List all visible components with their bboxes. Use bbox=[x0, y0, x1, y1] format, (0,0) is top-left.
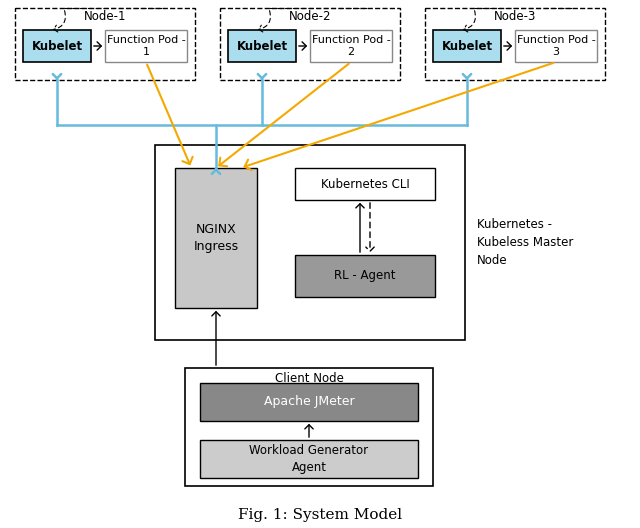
Bar bbox=[310, 30, 392, 62]
Bar bbox=[425, 8, 605, 80]
Bar bbox=[23, 30, 91, 62]
Text: Workload Generator
Agent: Workload Generator Agent bbox=[250, 445, 369, 474]
Text: NGINX
Ingress: NGINX Ingress bbox=[193, 223, 239, 253]
Bar bbox=[220, 8, 400, 80]
Text: Kubernetes CLI: Kubernetes CLI bbox=[321, 177, 410, 191]
Text: Function Pod -
2: Function Pod - 2 bbox=[312, 35, 390, 57]
Bar bbox=[515, 30, 597, 62]
Bar bbox=[433, 30, 501, 62]
Text: Kubelet: Kubelet bbox=[236, 40, 287, 52]
Bar bbox=[155, 145, 465, 340]
Bar bbox=[200, 440, 418, 478]
Text: Kubernetes -
Kubeless Master
Node: Kubernetes - Kubeless Master Node bbox=[477, 218, 573, 267]
Bar bbox=[175, 168, 257, 308]
Text: Apache JMeter: Apache JMeter bbox=[264, 395, 355, 409]
Bar bbox=[105, 30, 187, 62]
Text: Node-3: Node-3 bbox=[494, 11, 536, 24]
Bar bbox=[295, 168, 435, 200]
Bar bbox=[295, 255, 435, 297]
Text: Kubelet: Kubelet bbox=[442, 40, 493, 52]
Bar bbox=[228, 30, 296, 62]
Text: RL - Agent: RL - Agent bbox=[334, 269, 396, 282]
Text: Function Pod -
1: Function Pod - 1 bbox=[107, 35, 186, 57]
Text: Function Pod -
3: Function Pod - 3 bbox=[516, 35, 595, 57]
Text: Node-1: Node-1 bbox=[84, 11, 126, 24]
Text: Client Node: Client Node bbox=[275, 372, 344, 385]
Bar bbox=[185, 368, 433, 486]
Text: Fig. 1: System Model: Fig. 1: System Model bbox=[238, 508, 402, 522]
Bar bbox=[15, 8, 195, 80]
Text: Kubelet: Kubelet bbox=[31, 40, 83, 52]
Text: Node-2: Node-2 bbox=[289, 11, 332, 24]
Bar bbox=[200, 383, 418, 421]
